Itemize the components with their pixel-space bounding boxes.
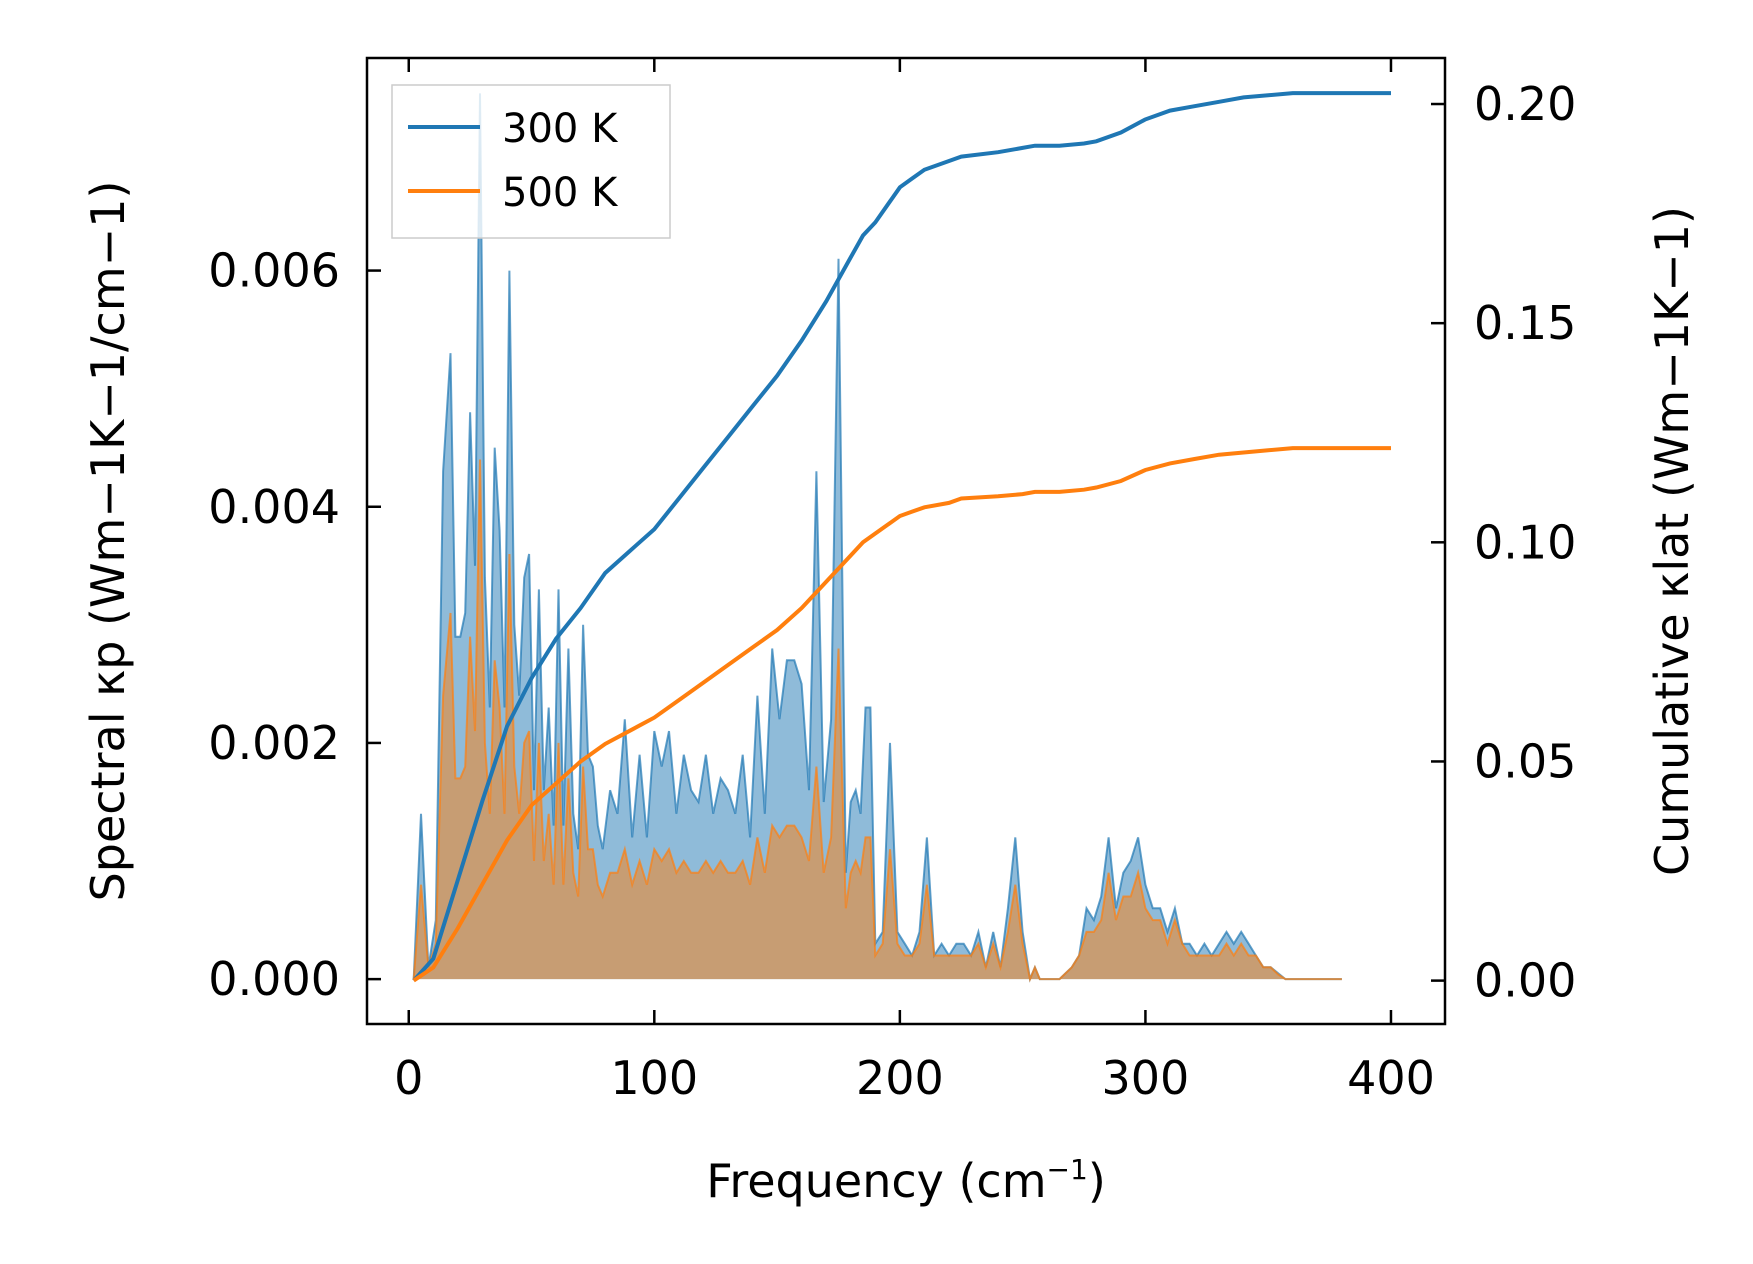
right-y-tick-label: 0.05 <box>1474 734 1576 788</box>
cumulative-line-300k <box>412 91 1391 982</box>
right-y-tick-label: 0.10 <box>1474 515 1576 569</box>
spectral-area-500k <box>413 459 1342 980</box>
x-axis-ticks: 0 100 200 300 400 <box>394 58 1435 1105</box>
left-y-axis-ticks: 0.000 0.002 0.004 0.006 <box>208 244 381 1006</box>
left-y-tick-label: 0.004 <box>208 480 340 534</box>
x-tick-label: 400 <box>1347 1051 1435 1105</box>
right-y-tick-label: 0.00 <box>1474 954 1576 1008</box>
plot-frame <box>365 56 1447 1026</box>
x-tick-label: 200 <box>856 1051 944 1105</box>
legend-label-300k: 300 K <box>502 106 619 152</box>
legend-label-500k: 500 K <box>502 170 619 216</box>
spectral-edge-500k <box>412 459 1342 983</box>
left-y-tick-label: 0.006 <box>208 244 340 298</box>
right-y-tick-label: 0.15 <box>1474 296 1576 350</box>
right-y-axis-label: Cumulative κlat (Wm−1K−1) <box>1645 206 1699 876</box>
left-y-axis-label: Spectral κp (Wm−1K−1/cm−1) <box>81 181 135 902</box>
x-tick-label: 0 <box>394 1051 423 1105</box>
x-axis-label: Frequency (cm−1) <box>706 1153 1106 1208</box>
right-y-axis-ticks: 0.00 0.05 0.10 0.15 0.20 <box>1431 77 1576 1008</box>
left-y-tick-label: 0.000 <box>208 952 340 1006</box>
x-tick-label: 100 <box>610 1051 698 1105</box>
cumulative-lines <box>412 91 1391 983</box>
spectral-edge-300k <box>412 93 1342 983</box>
legend-box <box>391 84 671 239</box>
left-y-tick-label: 0.002 <box>208 716 340 770</box>
cumulative-line-500k <box>412 446 1391 983</box>
x-tick-label: 300 <box>1102 1051 1190 1105</box>
legend: 300 K 500 K <box>391 84 671 239</box>
right-y-tick-label: 0.20 <box>1474 77 1576 131</box>
spectral-areas <box>412 93 1342 983</box>
